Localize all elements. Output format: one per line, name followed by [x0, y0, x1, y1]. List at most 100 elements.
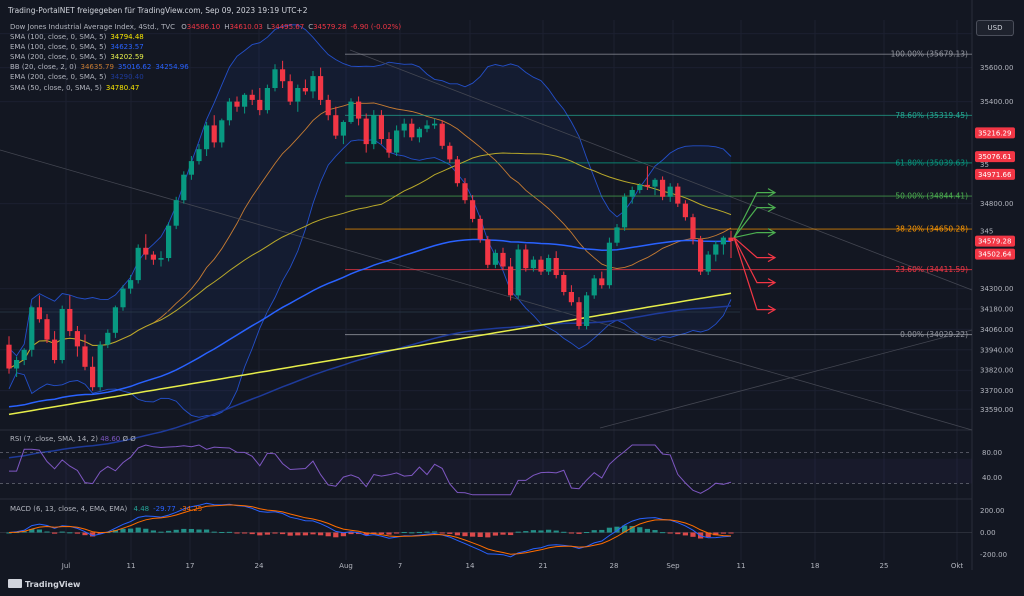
indicator-row[interactable]: SMA (100, close, 0, SMA, 5) 34794.48 — [10, 32, 401, 42]
candle — [378, 110, 384, 145]
candle-body — [546, 258, 552, 272]
candle-body — [401, 123, 407, 131]
candle — [606, 237, 612, 289]
indicator-row[interactable]: BB (20, close, 2, 0) 34635.79 35016.62 3425… — [10, 62, 401, 72]
candle — [409, 118, 415, 141]
ohlc-chg: -6.90 (-0.02%) — [350, 23, 402, 31]
candle — [74, 326, 80, 357]
candle — [599, 271, 605, 289]
candle — [530, 256, 536, 272]
macd-histogram-bar — [705, 532, 711, 538]
time-tick: Jul — [61, 562, 71, 570]
sma50-line — [8, 152, 732, 369]
candle-body — [128, 280, 134, 289]
candle — [257, 88, 263, 116]
price-tick: 34180.00 — [980, 306, 1013, 314]
macd-histogram-bar — [120, 528, 126, 533]
macd-histogram-bar — [568, 532, 574, 534]
candle — [59, 305, 65, 364]
rsi-extra2: Ø — [130, 435, 136, 443]
macd-histogram-bar — [112, 530, 118, 533]
tradingview-brand[interactable]: TradingView — [8, 579, 80, 589]
bb-fill — [9, 24, 731, 418]
fib-level-label: 50.00% (34844.41) — [895, 192, 968, 201]
candle — [508, 258, 514, 301]
macd-histogram-bar — [644, 528, 650, 533]
macd-pane[interactable]: 200.00 0.00 -200.00 — [0, 502, 1007, 559]
candle-body — [591, 278, 597, 296]
macd-histogram-bar — [135, 527, 141, 533]
candle — [272, 64, 278, 92]
candle-body — [599, 278, 605, 286]
candle — [310, 71, 316, 99]
candle-body — [584, 295, 590, 326]
candle-body — [21, 349, 27, 360]
candle — [432, 118, 438, 129]
candle-body — [698, 239, 704, 272]
macd-histogram-bar — [386, 532, 392, 535]
rsi-legend[interactable]: RSI (7, close, SMA, 14, 2) 48.60 Ø Ø — [10, 435, 136, 443]
currency-button[interactable]: USD — [976, 20, 1014, 36]
macd-histogram-bar — [257, 532, 263, 536]
indicator-row[interactable]: SMA (200, close, 0, SMA, 5) 34202.59 — [10, 52, 401, 62]
candle-body — [264, 88, 270, 111]
macd-label: MACD (6, 13, close, 4, EMA, EMA) — [10, 505, 128, 513]
macd-histogram-bar — [97, 532, 103, 534]
macd-histogram-bar — [363, 532, 369, 536]
time-axis[interactable]: Jul 11 17 24 Aug 7 14 21 28 Sep 11 18 25 Okt — [61, 562, 964, 570]
macd-histogram-bar — [143, 528, 149, 533]
time-tick: Sep — [666, 562, 680, 570]
rsi-pane[interactable]: 80.00 40.00 — [0, 444, 1002, 496]
price-axis[interactable]: 35800.0035600.0035400.0034800.0034300.00… — [975, 30, 1015, 414]
macd-axis-tick: 0.00 — [980, 529, 996, 537]
macd-histogram-bar — [599, 529, 605, 533]
fibonacci-retracement[interactable]: 100.00% (35679.13) 78.60% (35319.45) 61.80… — [345, 50, 972, 339]
candle — [515, 244, 521, 299]
candle-body — [333, 115, 339, 136]
candle-body — [14, 360, 20, 369]
ohlc-h: H34610.03 — [224, 23, 263, 31]
candle — [120, 285, 126, 311]
symbol-name[interactable]: Dow Jones Industrial Average Index, 4Std… — [10, 23, 176, 31]
macd-histogram-bar — [591, 530, 597, 533]
macd-histogram-bar — [287, 532, 293, 536]
symbol-row[interactable]: Dow Jones Industrial Average Index, 4Std… — [10, 22, 401, 32]
indicator-row[interactable]: SMA (50, close, 0, SMA, 5) 34780.47 — [10, 83, 401, 93]
macd-histogram-bar — [348, 532, 354, 535]
candle-body — [667, 186, 673, 197]
indicator-row[interactable]: EMA (200, close, 0, SMA, 5) 34290.40 — [10, 72, 401, 82]
candle-body — [500, 252, 506, 267]
candle-body — [629, 190, 635, 197]
macd-histogram-bar — [249, 532, 255, 535]
candle-body — [447, 145, 453, 160]
candle — [97, 341, 103, 391]
time-tick: 14 — [466, 562, 475, 570]
macd-histogram-bar — [333, 532, 339, 538]
macd-histogram-bar — [606, 527, 612, 533]
macd-histogram-bar — [576, 532, 582, 534]
macd-histogram-bar — [485, 532, 491, 538]
candle — [386, 132, 392, 158]
macd-legend[interactable]: MACD (6, 13, close, 4, EMA, EMA) 4.48 -29… — [10, 505, 202, 513]
candle-body — [181, 174, 187, 201]
macd-histogram-bar — [280, 532, 286, 535]
macd-histogram-bar — [401, 532, 407, 534]
price-tick: 34800.00 — [980, 200, 1013, 208]
candle-body — [6, 344, 12, 369]
macd-histogram-bar — [128, 528, 134, 533]
candle — [14, 356, 20, 377]
trendline — [349, 49, 973, 291]
macd-histogram-bar — [477, 532, 483, 537]
macd-histogram-bar — [728, 532, 734, 534]
scenario-arrow — [733, 237, 775, 311]
rsi-axis-tick: 80.00 — [982, 449, 1002, 457]
scenario-arrows[interactable] — [733, 188, 777, 315]
candle-body — [120, 288, 126, 308]
macd-histogram-bar — [416, 531, 422, 533]
candles[interactable] — [6, 60, 734, 391]
indicator-row[interactable]: EMA (100, close, 0, SMA, 5) 34623.57 — [10, 42, 401, 52]
ema200-line — [8, 305, 732, 459]
macd-histogram-bar — [637, 527, 643, 533]
macd-value: -29.77 — [153, 505, 176, 513]
